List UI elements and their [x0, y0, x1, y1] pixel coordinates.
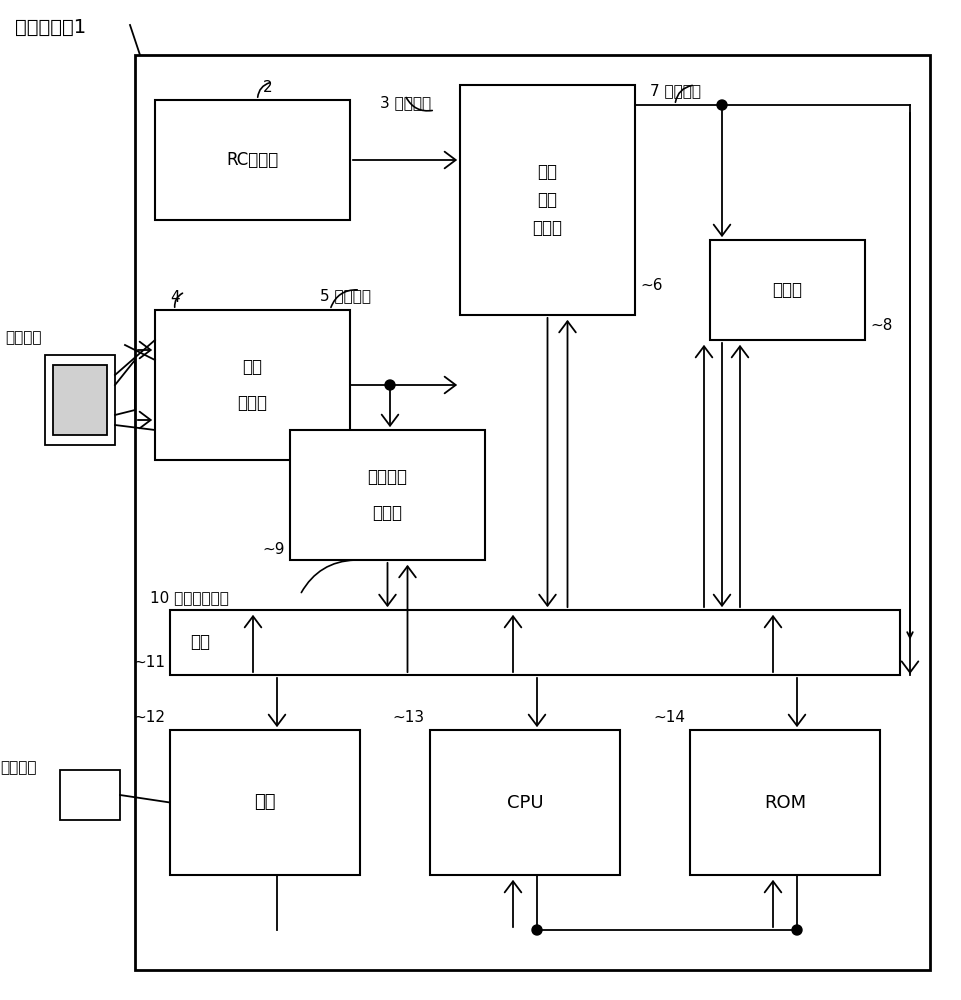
Bar — [170, 610, 899, 675]
Text: 外部端子: 外部端子 — [0, 760, 37, 775]
Bar — [289, 430, 484, 560]
Text: 5 基本时钟: 5 基本时钟 — [320, 288, 371, 303]
Bar — [53, 365, 107, 435]
Text: 4: 4 — [170, 290, 180, 305]
Text: 寄存器: 寄存器 — [372, 504, 402, 522]
Text: 计时器: 计时器 — [772, 281, 801, 299]
Circle shape — [716, 100, 727, 110]
Text: 基本: 基本 — [537, 163, 557, 181]
Text: 总线: 总线 — [190, 634, 209, 652]
Text: CPU: CPU — [506, 794, 543, 812]
Bar — [459, 85, 634, 315]
Text: ∼12: ∼12 — [133, 710, 165, 725]
Text: 端口: 端口 — [254, 794, 276, 812]
Text: ROM: ROM — [763, 794, 805, 812]
Text: 时钟: 时钟 — [537, 191, 557, 209]
Bar — [135, 55, 929, 970]
Text: RC振荡器: RC振荡器 — [226, 151, 279, 169]
Text: ∼9: ∼9 — [262, 542, 284, 558]
Text: ∼13: ∼13 — [392, 710, 425, 725]
Text: 10 中断请求信号: 10 中断请求信号 — [150, 590, 229, 605]
Text: 2: 2 — [262, 80, 272, 95]
Text: 振荡器: 振荡器 — [237, 394, 267, 412]
Text: 选择器: 选择器 — [532, 219, 562, 237]
Bar — [170, 730, 359, 875]
Circle shape — [384, 380, 395, 390]
Bar — [60, 770, 120, 820]
Bar — [155, 100, 350, 220]
Circle shape — [531, 925, 541, 935]
Text: 微型控制器1: 微型控制器1 — [15, 18, 86, 37]
Bar — [155, 310, 350, 460]
Text: 晶体: 晶体 — [242, 358, 262, 376]
Text: ∼11: ∼11 — [133, 655, 165, 670]
Text: ∼14: ∼14 — [653, 710, 684, 725]
Bar — [45, 355, 115, 445]
Text: 3 基本时钟: 3 基本时钟 — [380, 95, 431, 110]
Text: 中断请求: 中断请求 — [367, 468, 407, 486]
Bar — [689, 730, 879, 875]
Text: 7 系统时钟: 7 系统时钟 — [650, 83, 701, 98]
Text: 石英振子: 石英振子 — [5, 330, 41, 345]
Bar — [430, 730, 619, 875]
Circle shape — [791, 925, 801, 935]
Text: ∼8: ∼8 — [869, 318, 892, 332]
Bar — [709, 240, 864, 340]
Text: ∼6: ∼6 — [639, 277, 662, 292]
